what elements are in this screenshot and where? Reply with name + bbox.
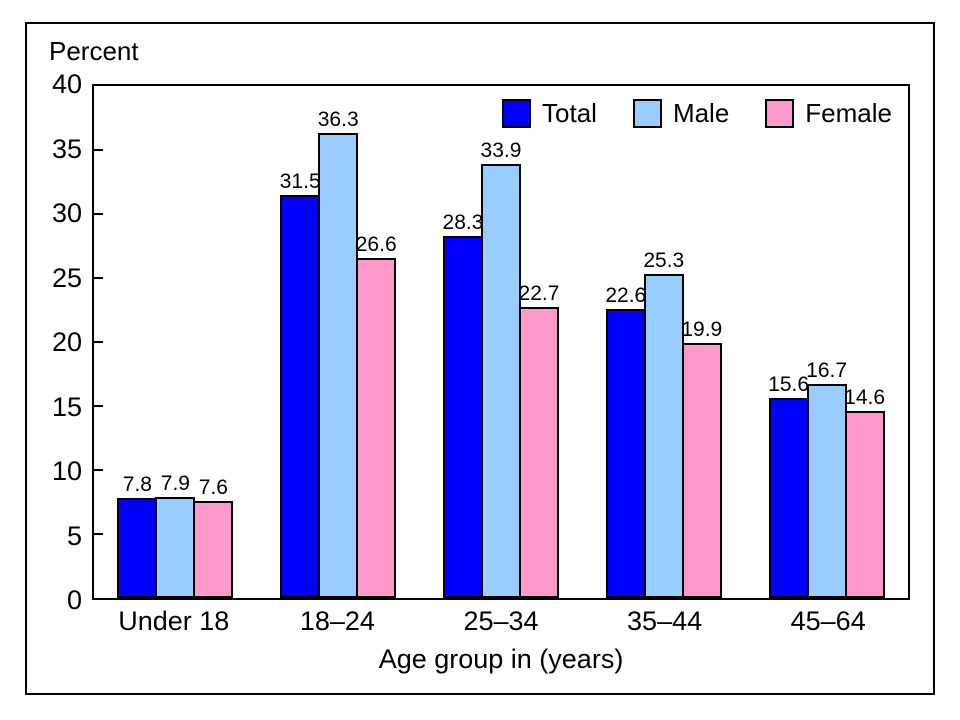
x-axis-title: Age group in (years) xyxy=(378,644,624,674)
bar-group: 7.8 7.9 7.6 xyxy=(94,86,257,598)
bar-groups: 7.8 7.9 7.6 31.5 36.3 26.6 28.3 33.9 22.7 22.6 25.… xyxy=(94,86,908,598)
y-tick-mark xyxy=(94,213,103,215)
legend-swatch-icon xyxy=(765,99,795,128)
y-tick-mark xyxy=(94,469,103,471)
bar-column: 7.6 xyxy=(193,475,234,598)
x-tick-label: 35–44 xyxy=(627,606,703,636)
bar-total xyxy=(605,308,646,598)
bar-group: 15.6 16.7 14.6 xyxy=(745,86,908,598)
bar-column: 25.3 xyxy=(643,249,685,598)
x-tick-label: 18–24 xyxy=(299,606,375,636)
y-tick-label: 25 xyxy=(51,262,82,293)
bar-total xyxy=(442,235,483,598)
bar-column: 28.3 xyxy=(442,210,484,598)
bar-value-label: 7.6 xyxy=(198,475,228,499)
x-tick-label: Under 18 xyxy=(118,606,230,636)
y-tick-mark xyxy=(94,341,103,343)
bar-value-label: 7.8 xyxy=(122,473,152,497)
bar-value-label: 33.9 xyxy=(480,139,522,163)
bar-column: 7.8 xyxy=(117,473,158,598)
bar-value-label: 22.6 xyxy=(605,283,647,307)
bar-male xyxy=(480,164,521,598)
legend-item-male: Male xyxy=(632,98,730,129)
bar-female xyxy=(844,411,885,598)
bar-value-label: 31.5 xyxy=(279,169,321,193)
bar-value-label: 19.9 xyxy=(681,318,723,342)
y-tick-label: 30 xyxy=(51,198,82,228)
bar-value-label: 26.6 xyxy=(355,232,397,256)
bar-female xyxy=(356,257,397,598)
bar-value-label: 28.3 xyxy=(442,210,484,234)
bar-male xyxy=(155,496,196,598)
bar-column: 15.6 xyxy=(768,373,810,598)
bar-value-label: 15.6 xyxy=(768,373,810,397)
bar-male xyxy=(643,274,684,598)
legend-label: Female xyxy=(805,98,892,128)
bar-female xyxy=(518,307,559,598)
bar-column: 16.7 xyxy=(806,359,848,598)
bar-value-label: 25.3 xyxy=(643,249,685,273)
bar-male xyxy=(318,133,359,598)
bar-value-label: 16.7 xyxy=(806,359,848,383)
plot-area: Total Male Female 7.8 7.9 7.6 31.5 36.3 26.6 28.… xyxy=(92,84,910,600)
legend-item-total: Total xyxy=(502,98,597,129)
y-tick-mark xyxy=(94,277,103,279)
bar-group: 31.5 36.3 26.6 xyxy=(257,86,420,598)
legend-label: Total xyxy=(542,98,597,128)
legend-item-female: Female xyxy=(765,98,892,129)
bar-column: 33.9 xyxy=(481,140,521,598)
y-tick-mark xyxy=(94,533,103,535)
bar-female xyxy=(681,343,722,598)
bar-group: 22.6 25.3 19.9 xyxy=(582,86,745,598)
bar-column: 19.9 xyxy=(681,318,723,598)
x-axis-labels: Under 18 18–24 25–34 35–44 45–64 xyxy=(92,606,910,637)
bar-total xyxy=(280,194,321,598)
y-axis-title: Percent xyxy=(49,36,139,66)
bar-column: 7.9 xyxy=(155,471,196,598)
y-tick-label: 20 xyxy=(51,327,82,357)
bar-female xyxy=(193,500,234,598)
legend: Total Male Female xyxy=(502,98,892,129)
y-tick-label: 0 xyxy=(66,585,82,615)
y-tick-label: 5 xyxy=(66,520,82,551)
bar-group: 28.3 33.9 22.7 xyxy=(420,86,583,598)
y-tick-mark xyxy=(94,405,103,407)
legend-swatch-icon xyxy=(632,99,662,128)
bar-column: 36.3 xyxy=(317,108,359,598)
bar-column: 22.7 xyxy=(519,283,559,598)
y-tick-label: 35 xyxy=(51,133,82,164)
bar-value-label: 14.6 xyxy=(844,386,886,410)
bar-value-label: 36.3 xyxy=(317,108,359,132)
y-tick-label: 40 xyxy=(51,69,82,99)
bar-male xyxy=(806,384,847,598)
x-tick-label: 45–64 xyxy=(790,606,866,636)
y-tick-label: 10 xyxy=(51,456,82,486)
bar-value-label: 7.9 xyxy=(160,471,190,495)
legend-label: Male xyxy=(672,98,730,128)
y-tick-label: 15 xyxy=(51,391,82,422)
x-tick-label: 25–34 xyxy=(463,606,539,636)
bar-column: 22.6 xyxy=(605,283,647,598)
legend-swatch-icon xyxy=(502,99,532,128)
bar-column: 31.5 xyxy=(279,169,321,598)
bar-column: 26.6 xyxy=(355,232,397,598)
y-tick-mark xyxy=(94,149,103,151)
bar-total xyxy=(117,498,158,598)
bar-value-label: 22.7 xyxy=(518,282,560,306)
bar-total xyxy=(768,398,809,598)
bar-column: 14.6 xyxy=(844,386,886,598)
chart-outer-border xyxy=(25,22,935,695)
